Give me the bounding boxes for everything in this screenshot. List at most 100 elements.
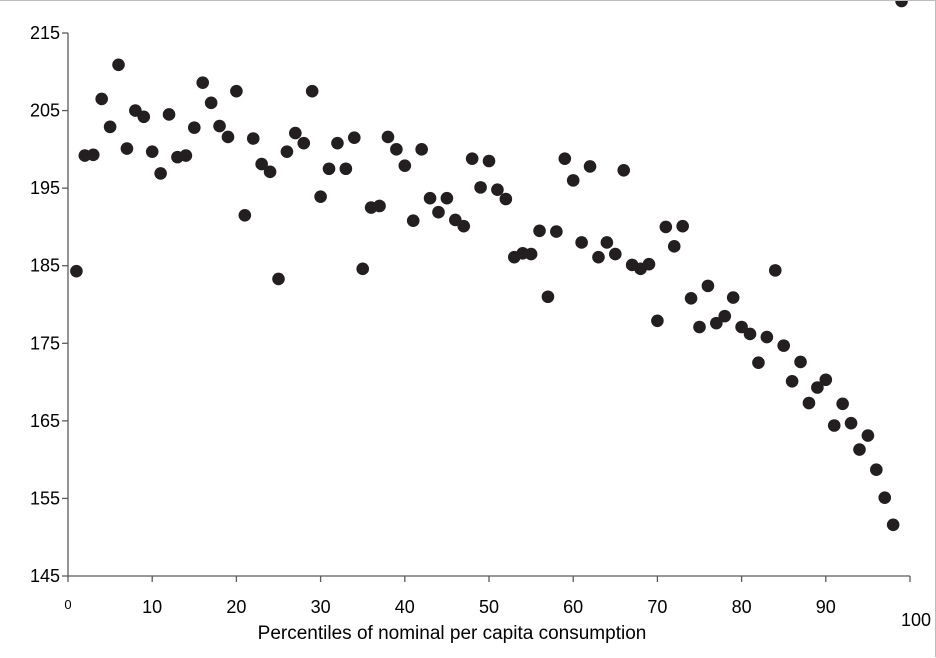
data-point (440, 191, 454, 205)
y-tick-label: 175 (30, 333, 60, 353)
data-point (743, 327, 757, 341)
data-point (305, 84, 319, 98)
x-tick-label: 70 (647, 597, 667, 617)
data-point (339, 162, 353, 176)
data-point (726, 291, 740, 304)
data-point (760, 330, 774, 344)
data-point (154, 167, 167, 180)
data-point (583, 160, 597, 173)
data-point (179, 149, 193, 162)
data-point (95, 92, 108, 106)
data-point (861, 429, 875, 442)
data-point (659, 220, 673, 234)
data-point (432, 205, 445, 219)
data-point (870, 463, 883, 477)
data-point (853, 443, 866, 456)
data-point (491, 183, 504, 196)
data-point (651, 314, 664, 328)
x-tick-label: 80 (732, 597, 752, 617)
data-point (263, 165, 277, 179)
data-point (777, 339, 790, 352)
data-point (575, 236, 588, 249)
x-tick-label: 0 (64, 597, 71, 612)
data-point (558, 152, 572, 165)
data-point (524, 247, 538, 261)
data-point (600, 236, 614, 249)
data-point (120, 142, 134, 155)
data-point (255, 157, 268, 171)
x-tick-label: 60 (563, 597, 583, 617)
data-point (137, 110, 151, 124)
data-point (406, 214, 420, 228)
data-point (314, 190, 327, 203)
y-tick-label: 205 (30, 101, 60, 121)
data-point (895, 1, 908, 8)
data-points (70, 1, 908, 532)
x-tick-label: 90 (816, 597, 836, 617)
data-point (794, 355, 807, 369)
x-axis-ticks: 0 10 20 30 40 50 60 70 80 90 100 (64, 576, 931, 630)
data-point (642, 257, 656, 271)
data-point (718, 309, 732, 323)
data-point (768, 264, 782, 277)
data-point (162, 108, 176, 121)
data-point (836, 397, 849, 411)
data-point (70, 264, 83, 278)
data-point (878, 491, 892, 504)
data-point (246, 132, 260, 145)
y-tick-label: 185 (30, 256, 60, 276)
data-point (390, 143, 403, 156)
data-point (423, 191, 437, 205)
data-point (280, 145, 294, 158)
data-point (617, 164, 631, 177)
data-point (238, 208, 252, 222)
data-point (381, 130, 395, 144)
data-point (701, 279, 715, 293)
data-point (272, 272, 285, 286)
data-point (86, 148, 100, 162)
data-point (297, 136, 311, 150)
data-point (145, 145, 159, 158)
data-point (752, 356, 765, 369)
data-point (684, 291, 698, 305)
y-tick-label: 215 (30, 23, 60, 43)
data-point (474, 181, 487, 194)
data-point (482, 154, 496, 168)
y-tick-label: 165 (30, 411, 60, 431)
x-tick-label: 100 (901, 610, 931, 630)
data-point (533, 224, 546, 238)
data-point (398, 159, 412, 172)
data-point (844, 416, 858, 430)
data-point (667, 240, 681, 253)
data-point (676, 219, 689, 233)
data-point (103, 120, 117, 134)
data-point (204, 96, 218, 110)
data-point (811, 381, 824, 394)
data-point (465, 152, 479, 165)
data-point (373, 199, 386, 213)
data-point (213, 119, 226, 133)
data-point (827, 419, 841, 432)
data-point (819, 373, 833, 387)
x-tick-label: 40 (395, 597, 415, 617)
data-point (188, 121, 201, 134)
data-point (457, 219, 471, 233)
data-point (566, 174, 580, 187)
data-point (609, 247, 622, 261)
x-axis-title: Percentiles of nominal per capita consum… (258, 623, 647, 644)
data-point (710, 316, 723, 330)
data-point (356, 262, 370, 276)
x-tick-label: 30 (311, 597, 331, 617)
x-tick-label: 10 (142, 597, 162, 617)
axes (67, 33, 910, 577)
data-point (221, 130, 235, 144)
data-point (592, 250, 605, 264)
data-point (550, 225, 563, 238)
data-point (415, 143, 428, 156)
data-point (322, 162, 336, 176)
data-point (785, 374, 799, 388)
x-tick-label: 20 (226, 597, 246, 617)
data-point (802, 396, 816, 410)
